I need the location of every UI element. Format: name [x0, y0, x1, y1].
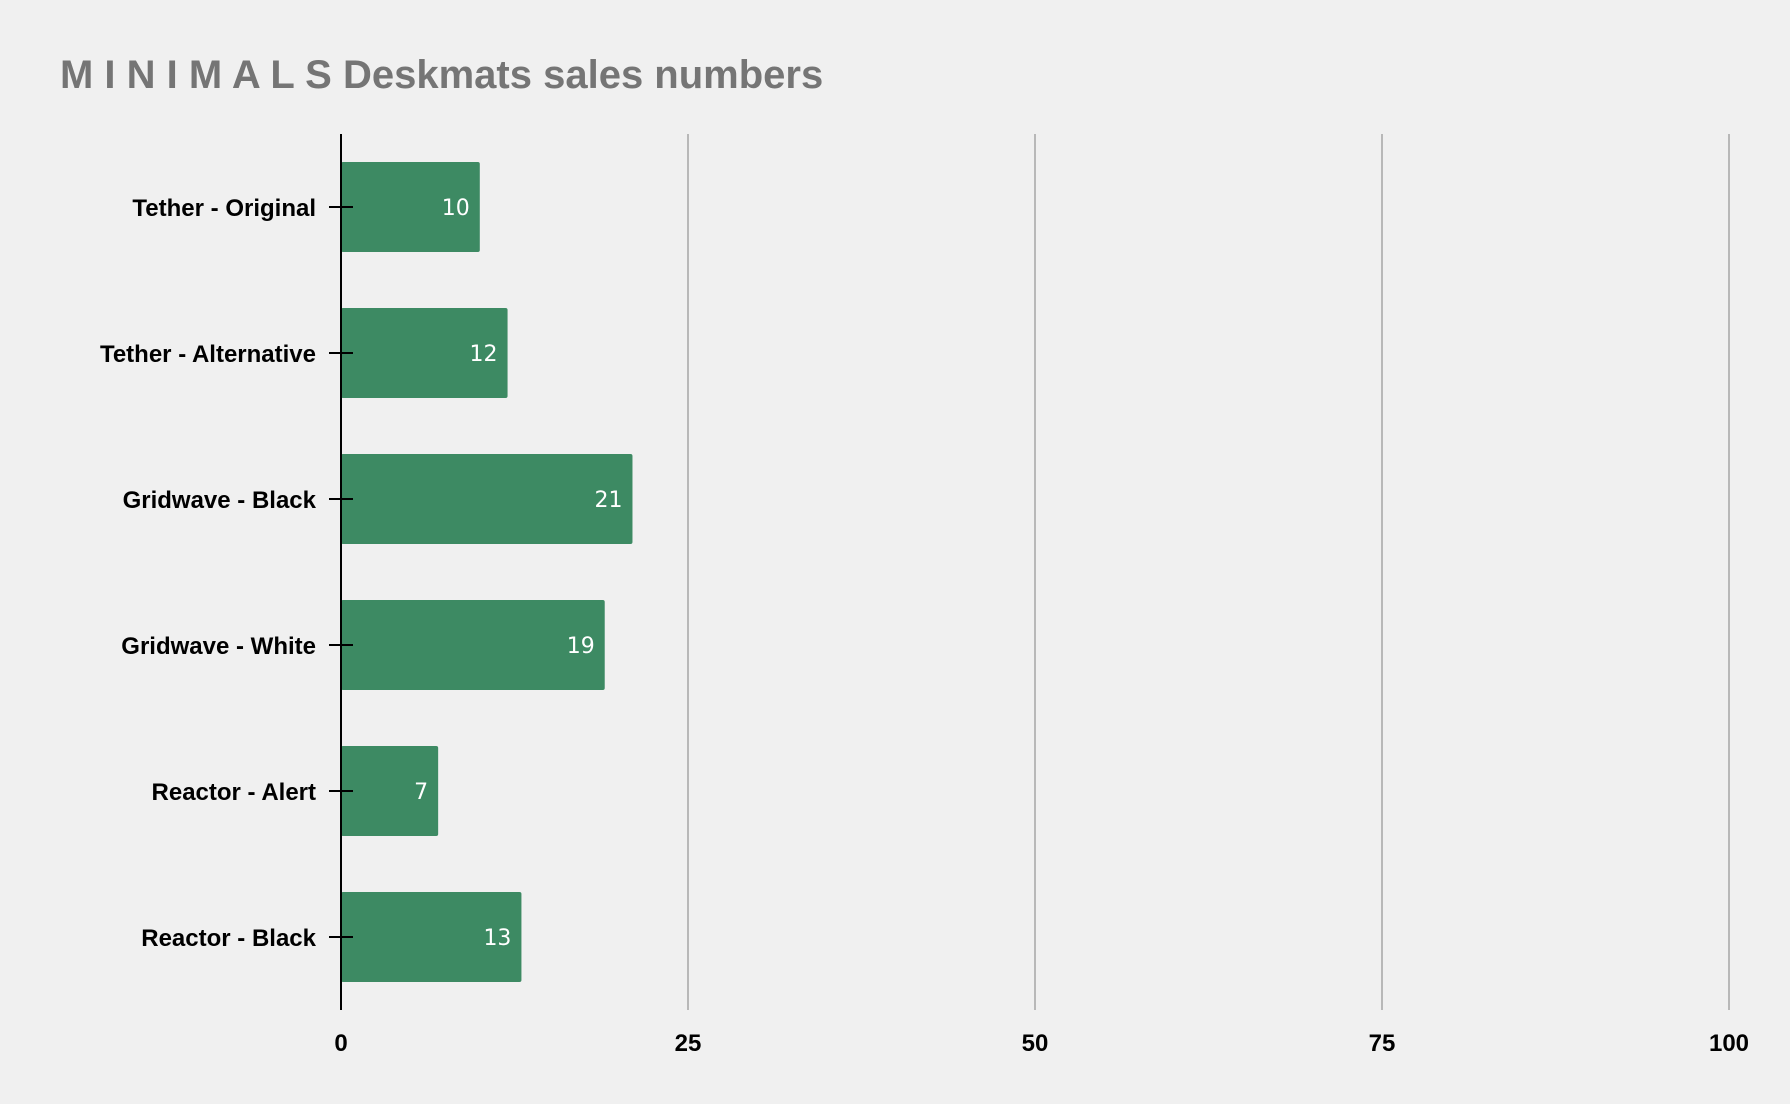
data-label-5: 13 [483, 926, 511, 951]
x-tick-label-75: 75 [1369, 1030, 1396, 1057]
category-label-4: Reactor - Alert [152, 779, 316, 806]
bars [341, 162, 633, 982]
grid-lines [687, 134, 1730, 1010]
chart-title: M I N I M A L S Deskmats sales numbers [60, 53, 823, 97]
data-label-4: 7 [414, 780, 428, 805]
bar-0 [341, 162, 480, 252]
category-label-5: Reactor - Black [141, 925, 316, 952]
x-tick-label-25: 25 [675, 1030, 702, 1057]
bar-3 [341, 600, 605, 690]
x-tick-label-100: 100 [1709, 1030, 1749, 1057]
x-tick-label-50: 50 [1022, 1030, 1049, 1057]
bar-2 [341, 454, 633, 544]
labels: 0 25 50 75 100 Tether - Original 10 Tether - Al… [100, 195, 1749, 1057]
data-label-0: 10 [442, 196, 470, 221]
bar-4 [341, 746, 439, 836]
category-label-3: Gridwave - White [121, 633, 316, 660]
category-label-2: Gridwave - Black [123, 487, 317, 514]
bar-5 [341, 892, 522, 982]
data-label-1: 12 [470, 342, 498, 367]
data-label-2: 21 [594, 488, 622, 513]
bar-1 [341, 308, 508, 398]
axes [329, 134, 353, 1010]
category-label-1: Tether - Alternative [100, 341, 316, 368]
x-tick-label-0: 0 [334, 1030, 347, 1057]
data-label-3: 19 [567, 634, 595, 659]
category-label-0: Tether - Original [132, 195, 316, 222]
